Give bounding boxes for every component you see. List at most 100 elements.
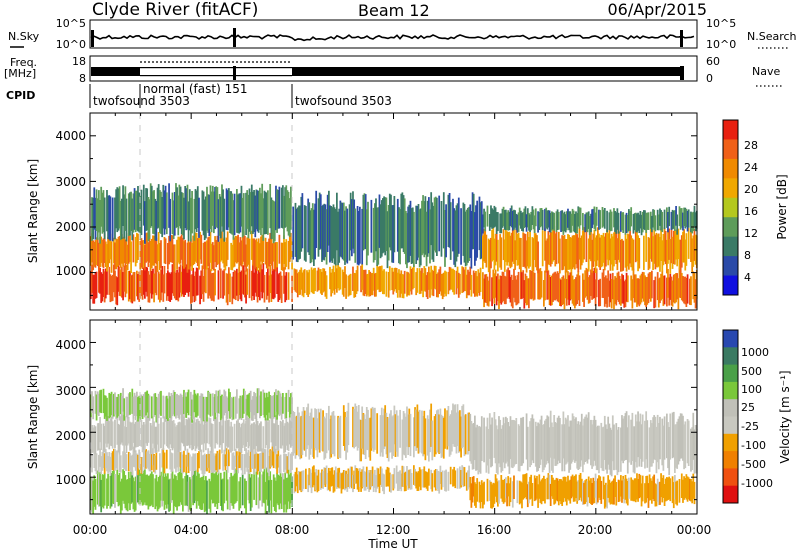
power-cell bbox=[630, 235, 633, 268]
velocity-cell bbox=[639, 475, 642, 498]
power-cell bbox=[392, 205, 395, 263]
power-cell bbox=[433, 265, 436, 289]
power-cell bbox=[167, 243, 169, 270]
power-cell bbox=[391, 267, 393, 291]
power-cell bbox=[277, 190, 280, 229]
velocity-cell bbox=[298, 412, 300, 457]
velocity-cell bbox=[632, 480, 635, 502]
power-cell bbox=[609, 273, 612, 303]
power-cell bbox=[602, 269, 605, 298]
velocity-cell bbox=[284, 472, 287, 505]
velocity-cell bbox=[503, 423, 506, 469]
velocity-cell bbox=[663, 484, 666, 506]
power-cell bbox=[557, 273, 560, 303]
power-cbar-swatch bbox=[723, 217, 738, 238]
velocity-cell bbox=[134, 421, 137, 448]
velocity-cell bbox=[183, 416, 185, 447]
velocity-cell bbox=[282, 393, 284, 414]
power-cell bbox=[453, 208, 456, 265]
velocity-cell bbox=[346, 411, 349, 453]
velocity-cell bbox=[99, 448, 101, 467]
velocity-cell bbox=[338, 417, 341, 458]
power-cell bbox=[96, 198, 99, 240]
power-cell bbox=[124, 239, 127, 268]
power-cbar-tick-28: 28 bbox=[744, 139, 758, 152]
power-cell bbox=[687, 227, 690, 259]
power-cell bbox=[398, 269, 400, 291]
power-cell bbox=[611, 272, 614, 300]
velocity-cell bbox=[250, 423, 253, 453]
power-cell bbox=[608, 228, 611, 261]
power-cell bbox=[668, 277, 671, 306]
power-cell bbox=[462, 202, 465, 256]
power-cell bbox=[613, 208, 615, 228]
power-cell bbox=[592, 271, 595, 299]
power-cell bbox=[248, 188, 251, 232]
velocity-cell bbox=[551, 422, 553, 471]
power-cell bbox=[378, 266, 381, 293]
power-cell bbox=[148, 274, 151, 303]
power-cell bbox=[583, 279, 585, 307]
velocity-cell bbox=[124, 452, 127, 471]
power-cell bbox=[465, 274, 468, 299]
velocity-cell bbox=[200, 419, 203, 445]
velocity-cell bbox=[202, 454, 205, 476]
velocity-cell bbox=[176, 393, 178, 416]
power-cell bbox=[193, 198, 196, 241]
velocity-cell bbox=[149, 451, 152, 472]
velocity-cell bbox=[388, 472, 391, 492]
power-cell bbox=[236, 268, 238, 296]
velocity-cell bbox=[310, 472, 313, 494]
power-cell bbox=[117, 236, 120, 266]
velocity-cell bbox=[226, 453, 229, 473]
noise-sky-line bbox=[90, 34, 695, 42]
velocity-cell bbox=[198, 451, 200, 469]
velocity-cell bbox=[534, 421, 537, 467]
velocity-cell bbox=[184, 425, 187, 451]
power-cell bbox=[337, 211, 339, 266]
power-cell bbox=[575, 211, 577, 234]
velocity-cell bbox=[123, 450, 126, 470]
velocity-cell bbox=[257, 477, 260, 509]
velocity-cell bbox=[230, 421, 233, 453]
power-cell bbox=[525, 275, 528, 306]
power-cell bbox=[352, 266, 354, 291]
velocity-cell bbox=[342, 470, 345, 489]
velocity-cell bbox=[544, 478, 546, 504]
power-cell bbox=[298, 205, 300, 260]
velocity-cell bbox=[216, 450, 219, 473]
power-cell bbox=[532, 209, 535, 230]
velocity-cbar-label: Velocity [m s⁻¹] bbox=[778, 370, 792, 463]
power-cell bbox=[478, 272, 481, 296]
power-cell bbox=[198, 197, 200, 238]
power-cell bbox=[416, 268, 419, 293]
power-cell bbox=[104, 241, 107, 268]
velocity-cell bbox=[687, 477, 690, 500]
velocity-cell bbox=[678, 479, 681, 503]
velocity-cell bbox=[564, 476, 567, 502]
power-cell bbox=[229, 273, 231, 303]
velocity-cell bbox=[255, 396, 258, 421]
velocity-cell bbox=[141, 424, 144, 453]
velocity-cell bbox=[136, 469, 138, 504]
power-cell bbox=[628, 209, 630, 231]
power-cell bbox=[538, 211, 541, 230]
velocity-cell bbox=[649, 420, 652, 467]
power-cell bbox=[121, 198, 123, 239]
x-tick-2: 08:00 bbox=[275, 523, 310, 537]
velocity-cell bbox=[483, 481, 485, 505]
velocity-cell bbox=[655, 484, 658, 507]
velocity-cell bbox=[580, 478, 583, 502]
power-cell bbox=[571, 275, 574, 304]
power-cell bbox=[488, 240, 491, 273]
power-cell bbox=[491, 277, 493, 307]
velocity-cell bbox=[388, 413, 391, 453]
velocity-cell bbox=[506, 418, 508, 462]
velocity-cell bbox=[98, 474, 100, 507]
power-cell bbox=[694, 212, 697, 232]
velocity-cell bbox=[479, 427, 482, 474]
velocity-cell bbox=[257, 425, 260, 452]
velocity-cell bbox=[111, 395, 114, 419]
power-cell bbox=[587, 211, 590, 229]
velocity-cell bbox=[502, 480, 505, 504]
